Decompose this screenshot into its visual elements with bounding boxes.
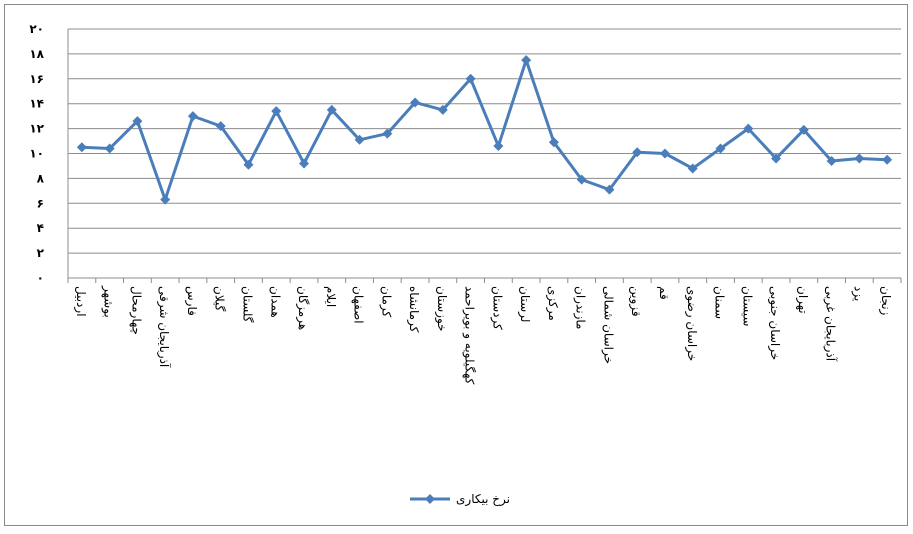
marker (104, 143, 115, 154)
marker (882, 154, 893, 165)
marker (299, 158, 310, 169)
x-tick-label: ایلام (324, 286, 338, 307)
marker (548, 137, 559, 148)
x-tick-label: کهگیلویه و بویراحمد (462, 286, 477, 385)
marker (465, 73, 476, 84)
y-tick-label: ۱۴ (29, 97, 44, 111)
x-tick-label: یزد (850, 286, 865, 301)
x-tick-label: گیلان (213, 286, 227, 312)
x-tick-label: مرکزی (545, 286, 560, 321)
x-tick-label: فارس (184, 286, 199, 316)
y-tick-label: ۲۰ (29, 22, 44, 36)
x-tick-label: همدان (268, 286, 282, 318)
y-tick-label: ۶ (37, 196, 44, 210)
marker (687, 163, 698, 174)
y-tick-label: ۴ (37, 221, 44, 235)
marker (576, 174, 587, 185)
legend-marker (425, 494, 435, 504)
x-tick-label: لرستان (517, 286, 532, 322)
x-tick-label: اردبیل (73, 286, 88, 317)
y-tick-label: ۱۰ (29, 147, 44, 161)
marker (160, 194, 171, 205)
x-tick-label: مازندران (573, 286, 588, 329)
y-tick-label: ۲ (37, 246, 45, 260)
x-tick-label: کرمان (378, 286, 393, 318)
x-tick-label: آذربایجان غربی (823, 286, 839, 362)
marker (521, 55, 532, 66)
marker (437, 104, 448, 115)
y-tick-label: ۱۲ (29, 122, 44, 136)
x-tick-label: تهران (795, 286, 810, 314)
marker (243, 159, 254, 170)
marker (215, 121, 226, 132)
x-tick-label: خراسان جنوبی (767, 286, 782, 360)
x-tick-label: خراسان رضوی (684, 286, 699, 361)
x-tick-label: خوزستان (434, 286, 449, 332)
marker (271, 106, 282, 117)
y-tick-label: ۱۸ (29, 47, 44, 61)
marker (410, 97, 421, 108)
x-tick-label: اصفهان (352, 286, 366, 324)
marker (132, 116, 143, 127)
marker (743, 123, 754, 134)
marker (326, 104, 337, 115)
x-tick-label: خراسان شمالی (600, 286, 615, 364)
x-tick-label: هرمزگان (295, 286, 310, 330)
marker (493, 141, 504, 152)
chart-border (4, 4, 908, 526)
marker (715, 143, 726, 154)
y-tick-label: ۰ (37, 271, 44, 285)
x-tick-label: گلستان (240, 286, 254, 323)
marker (76, 142, 87, 153)
legend-label: نرخ بیکاری (456, 492, 510, 507)
marker (854, 153, 865, 164)
x-tick-label: بوشهر (101, 285, 116, 318)
x-tick-label: آذربایجان شرقی (156, 286, 172, 368)
y-tick-label: ۱۶ (29, 72, 44, 86)
x-tick-label: سیستان (740, 286, 754, 326)
x-tick-label: زنجان (878, 286, 893, 316)
x-tick-label: سمنان (713, 286, 727, 319)
x-tick-label: چهارمحال (128, 286, 143, 335)
marker (604, 184, 615, 195)
x-tick-label: قزوین (628, 286, 643, 317)
marker (187, 111, 198, 122)
x-tick-label: کردستان (489, 286, 504, 330)
marker (632, 147, 643, 158)
series-line (81, 58, 888, 202)
marker (798, 124, 809, 135)
marker (771, 153, 782, 164)
y-tick-label: ۸ (37, 171, 45, 185)
x-tick-label: کرمانشاه (406, 286, 421, 333)
marker (354, 134, 365, 145)
x-tick-label: قم (657, 286, 671, 300)
marker (659, 148, 670, 159)
marker (826, 155, 837, 166)
marker (382, 128, 393, 139)
